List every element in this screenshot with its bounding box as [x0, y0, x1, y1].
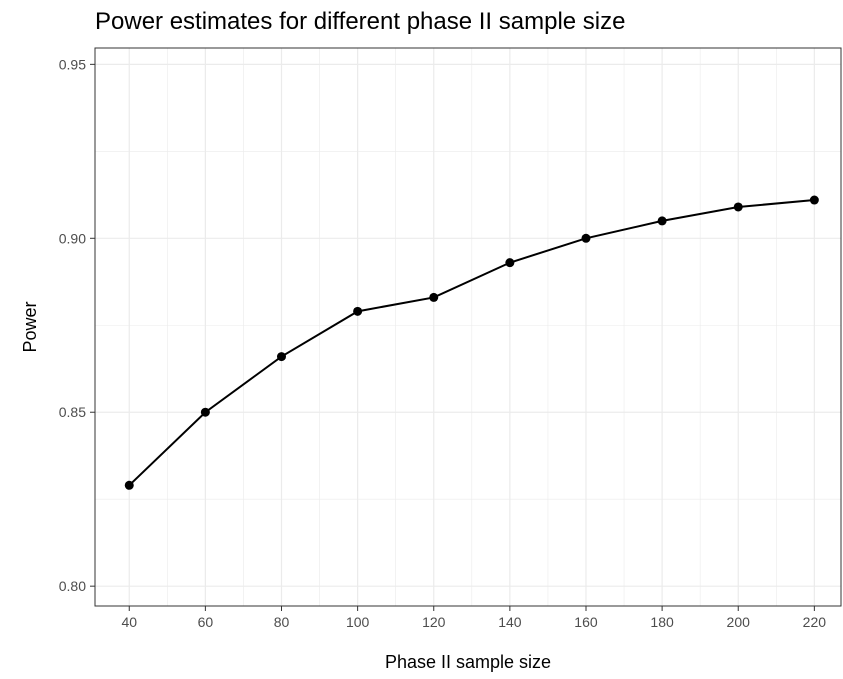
- y-tick-label: 0.95: [59, 56, 86, 72]
- data-point: [277, 352, 286, 362]
- data-point: [200, 407, 210, 417]
- y-axis-title: Power: [20, 301, 40, 352]
- data-point: [733, 202, 743, 212]
- x-tick-label: 40: [121, 614, 137, 630]
- major-gridlines: [95, 48, 841, 606]
- x-tick-label: 220: [803, 614, 827, 630]
- x-tick-label: 180: [650, 614, 674, 630]
- data-point: [657, 216, 667, 226]
- x-axis-ticks: 40 60 80 100 120 140 160 180 200 220: [121, 606, 826, 630]
- series-line: [128, 199, 815, 487]
- data-point: [505, 258, 515, 268]
- data-point: [124, 480, 134, 490]
- y-tick-label: 0.85: [59, 404, 86, 420]
- series-line-group: [128, 199, 815, 487]
- y-tick-label: 0.90: [59, 230, 86, 246]
- y-axis-ticks: 0.80 0.85 0.90 0.95: [59, 56, 95, 594]
- data-point: [429, 292, 439, 302]
- y-tick-label: 0.80: [59, 578, 86, 594]
- panel-border: [94, 47, 842, 607]
- x-tick-label: 160: [574, 614, 598, 630]
- x-tick-label: 60: [198, 614, 214, 630]
- x-tick-label: 80: [274, 614, 290, 630]
- chart-title: Power estimates for different phase II s…: [95, 8, 626, 35]
- x-axis-title: Phase II sample size: [385, 652, 551, 672]
- x-tick-label: 100: [346, 614, 370, 630]
- series-points-group: [124, 195, 819, 490]
- x-tick-label: 200: [727, 614, 751, 630]
- minor-gridlines: [95, 48, 841, 606]
- data-point: [581, 233, 591, 243]
- x-tick-label: 120: [422, 614, 446, 630]
- data-point: [809, 195, 819, 205]
- data-point: [353, 306, 363, 316]
- x-tick-label: 140: [498, 614, 522, 630]
